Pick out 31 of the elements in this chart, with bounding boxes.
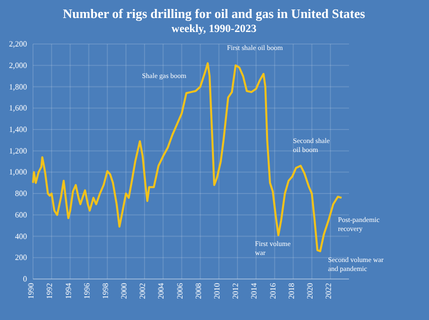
y-tick-label: 600 bbox=[15, 210, 27, 220]
y-tick-label: 1,600 bbox=[9, 104, 27, 113]
x-tick-label: 2008 bbox=[194, 283, 203, 299]
y-tick-label: 1,800 bbox=[9, 82, 27, 92]
x-tick-label: 2018 bbox=[286, 283, 296, 299]
y-tick-label: 0 bbox=[23, 274, 27, 284]
x-tick-label: 1996 bbox=[82, 283, 92, 299]
x-tick-label: 2020 bbox=[305, 283, 314, 299]
x-tick-label: 2000 bbox=[120, 283, 129, 299]
chart-title: Number of rigs drilling for oil and gas in United States bbox=[62, 6, 366, 21]
y-tick-label: 200 bbox=[15, 253, 27, 262]
y-tick-label: 1,400 bbox=[9, 125, 27, 134]
y-tick-label: 2,000 bbox=[9, 60, 27, 70]
x-tick-label: 1994 bbox=[64, 283, 73, 299]
x-tick-label: 1992 bbox=[45, 283, 54, 299]
x-tick-label: 2022 bbox=[324, 283, 334, 299]
y-tick-label: 2,200 bbox=[9, 40, 27, 49]
x-tick-label: 2012 bbox=[231, 283, 240, 299]
x-tick-label: 1990 bbox=[26, 283, 36, 299]
y-tick-label: 1,200 bbox=[9, 146, 27, 156]
y-tick-label: 1,000 bbox=[9, 168, 27, 177]
x-tick-label: 2006 bbox=[175, 283, 184, 299]
x-tick-label: 2002 bbox=[138, 283, 148, 299]
x-tick-label: 2014 bbox=[250, 283, 259, 299]
x-tick-label: 2004 bbox=[156, 283, 166, 299]
chart-subtitle: weekly, 1990-2023 bbox=[172, 23, 257, 35]
x-tick-label: 2010 bbox=[212, 283, 222, 299]
y-tick-label: 400 bbox=[15, 232, 27, 241]
y-tick-label: 800 bbox=[15, 189, 27, 198]
x-tick-label: 2016 bbox=[268, 283, 278, 299]
x-tick-label: 1998 bbox=[100, 283, 110, 299]
